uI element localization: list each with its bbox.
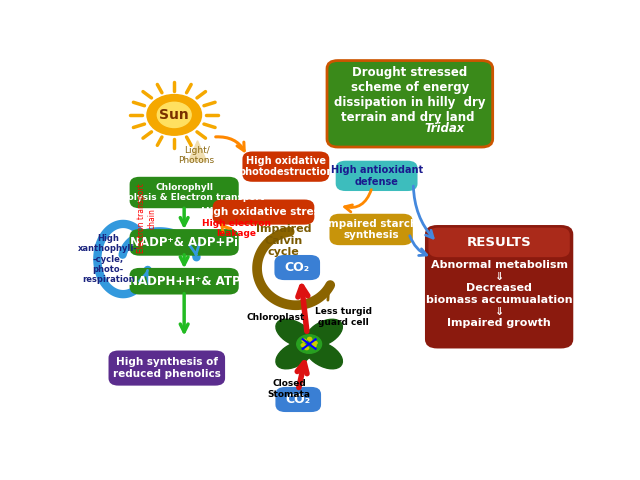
Text: High
xanthophyll-
-cycle,
photo-
respiration: High xanthophyll- -cycle, photo- respira… [78,234,138,284]
Circle shape [157,102,191,128]
FancyBboxPatch shape [109,350,225,385]
Ellipse shape [276,319,313,347]
Circle shape [313,341,317,345]
Text: High synthesis of
reduced phenolics: High synthesis of reduced phenolics [113,357,221,379]
Circle shape [301,344,305,347]
FancyBboxPatch shape [330,214,413,245]
Text: CO₂: CO₂ [285,261,310,274]
FancyBboxPatch shape [425,225,573,348]
Ellipse shape [276,341,313,369]
Text: High electron
leakage: High electron leakage [202,219,271,238]
Text: Light/
Photons: Light/ Photons [179,146,214,165]
FancyBboxPatch shape [243,152,329,182]
Circle shape [310,340,314,343]
Text: Tridax: Tridax [424,122,465,135]
Text: Abnormal metabolism
⇓
Decreased
biomass accumualation
⇓
Impaired growth: Abnormal metabolism ⇓ Decreased biomass … [426,260,572,328]
FancyBboxPatch shape [129,177,239,208]
Circle shape [305,347,308,349]
Text: High antioxidant
defense: High antioxidant defense [330,165,422,187]
Text: CO₂: CO₂ [285,393,311,406]
Circle shape [312,344,316,347]
Text: Chloroplast: Chloroplast [247,312,305,322]
Text: Impaired starch
synthesis: Impaired starch synthesis [324,219,418,240]
FancyBboxPatch shape [212,200,314,225]
Ellipse shape [305,341,342,369]
Ellipse shape [305,319,342,347]
Circle shape [147,95,202,135]
Polygon shape [189,141,207,161]
Text: RESULTS: RESULTS [467,236,531,249]
Circle shape [308,337,312,340]
FancyBboxPatch shape [129,229,239,256]
FancyBboxPatch shape [129,268,239,295]
Text: Closed
Stomata: Closed Stomata [268,379,311,399]
Text: High oxidative stress: High oxidative stress [201,207,326,217]
FancyBboxPatch shape [336,161,417,191]
FancyBboxPatch shape [275,255,320,280]
Text: Less turgid
guard cell: Less turgid guard cell [316,307,372,327]
Text: Drought stressed
scheme of energy
dissipation in hilly  dry
terrain and dry land: Drought stressed scheme of energy dissip… [334,66,486,123]
Text: High oxidative
photodestruction: High oxidative photodestruction [238,156,333,178]
FancyBboxPatch shape [275,387,321,412]
Text: Chlorophyll
Photolysis & Electron transport: Chlorophyll Photolysis & Electron transp… [104,183,264,202]
FancyBboxPatch shape [428,228,570,257]
Text: Impaired
Calvin
cycle: Impaired Calvin cycle [255,224,311,257]
Text: Electron transport
chain: Electron transport chain [137,183,157,253]
Text: Sun: Sun [159,108,189,122]
Circle shape [302,339,306,342]
FancyBboxPatch shape [327,60,493,147]
Text: NADPH+H⁺& ATP: NADPH+H⁺& ATP [128,275,241,288]
Text: NADP⁺& ADP+Pi: NADP⁺& ADP+Pi [130,236,238,249]
Circle shape [297,335,321,353]
